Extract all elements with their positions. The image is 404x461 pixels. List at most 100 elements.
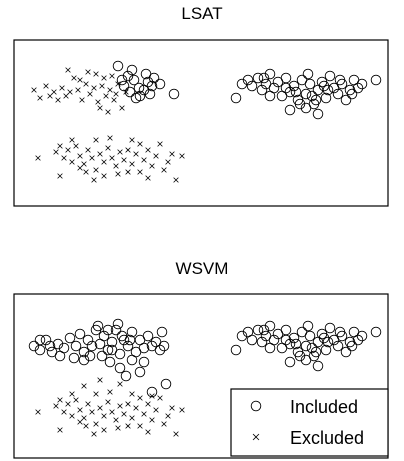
excluded-point	[91, 85, 97, 91]
excluded-point	[93, 391, 99, 397]
excluded-point	[173, 431, 179, 437]
legend-excluded-marker	[252, 433, 260, 441]
excluded-point	[57, 397, 63, 403]
excluded-point	[79, 97, 85, 103]
excluded-point	[117, 149, 123, 155]
included-point	[156, 326, 168, 338]
excluded-point	[133, 405, 139, 411]
excluded-point	[129, 161, 135, 167]
included-point	[148, 72, 160, 84]
excluded-point	[109, 155, 115, 161]
excluded-point	[145, 175, 151, 181]
included-point	[284, 104, 296, 116]
excluded-point	[129, 415, 135, 421]
included-point	[288, 332, 300, 344]
excluded-point	[81, 383, 87, 389]
excluded-point	[61, 409, 67, 415]
included-point	[160, 378, 172, 390]
excluded-point	[51, 89, 57, 95]
excluded-point	[125, 147, 131, 153]
included-point	[118, 80, 130, 92]
excluded-point	[105, 145, 111, 151]
included-point	[112, 318, 124, 330]
included-point	[256, 84, 268, 96]
included-point	[346, 88, 358, 100]
excluded-point	[137, 141, 143, 147]
excluded-point	[123, 89, 129, 95]
included-point	[54, 350, 66, 362]
included-point	[290, 86, 302, 98]
included-point	[110, 324, 122, 336]
included-point	[120, 370, 132, 382]
included-point	[340, 346, 352, 358]
included-point	[236, 78, 248, 90]
excluded-point	[145, 429, 151, 435]
wsvm-plot-frame	[13, 293, 389, 459]
included-point	[138, 356, 150, 368]
excluded-point	[165, 413, 171, 419]
included-point	[154, 78, 166, 90]
excluded-point	[53, 403, 59, 409]
included-point	[74, 328, 86, 340]
lsat-plot-frame	[13, 39, 389, 207]
included-point	[304, 330, 316, 342]
included-point	[44, 340, 56, 352]
excluded-point	[125, 169, 131, 175]
included-point	[142, 330, 154, 342]
included-point	[102, 324, 114, 336]
included-point	[318, 80, 330, 92]
included-point	[264, 68, 276, 80]
excluded-point	[145, 401, 151, 407]
included-point	[284, 356, 296, 368]
included-point	[352, 82, 364, 94]
excluded-point	[113, 91, 119, 97]
excluded-point	[97, 105, 103, 111]
included-point	[294, 98, 306, 110]
excluded-point	[115, 425, 121, 431]
excluded-point	[77, 77, 83, 83]
excluded-point	[67, 89, 73, 95]
excluded-point	[149, 163, 155, 169]
included-point	[334, 74, 346, 86]
excluded-point	[107, 135, 113, 141]
excluded-point	[133, 151, 139, 157]
included-point	[310, 346, 322, 358]
excluded-point	[73, 143, 79, 149]
included-point	[138, 84, 150, 96]
excluded-point	[129, 391, 135, 397]
excluded-point	[109, 409, 115, 415]
included-point	[304, 78, 316, 90]
excluded-point	[83, 169, 89, 175]
excluded-point	[103, 93, 109, 99]
included-point	[28, 340, 40, 352]
included-point	[264, 342, 276, 354]
included-point	[246, 334, 258, 346]
included-point	[126, 64, 138, 76]
excluded-point	[137, 169, 143, 175]
included-point	[242, 74, 254, 86]
legend-included-marker	[250, 400, 262, 412]
excluded-point	[83, 423, 89, 429]
included-point	[320, 92, 332, 104]
included-point	[312, 360, 324, 372]
excluded-point	[83, 81, 89, 87]
included-point	[302, 68, 314, 80]
included-point	[352, 334, 364, 346]
excluded-point	[57, 143, 63, 149]
excluded-point	[115, 171, 121, 177]
excluded-point	[93, 71, 99, 77]
included-point	[236, 330, 248, 342]
excluded-point	[35, 409, 41, 415]
excluded-point	[101, 75, 107, 81]
included-point	[106, 344, 118, 356]
included-point	[230, 92, 242, 104]
excluded-point	[153, 407, 159, 413]
excluded-point	[97, 151, 103, 157]
included-point	[168, 88, 180, 100]
included-point	[34, 334, 46, 346]
excluded-point	[85, 401, 91, 407]
included-point	[290, 338, 302, 350]
excluded-point	[117, 381, 123, 387]
chart-title-wsvm: WSVM	[175, 259, 229, 278]
included-point	[332, 340, 344, 352]
